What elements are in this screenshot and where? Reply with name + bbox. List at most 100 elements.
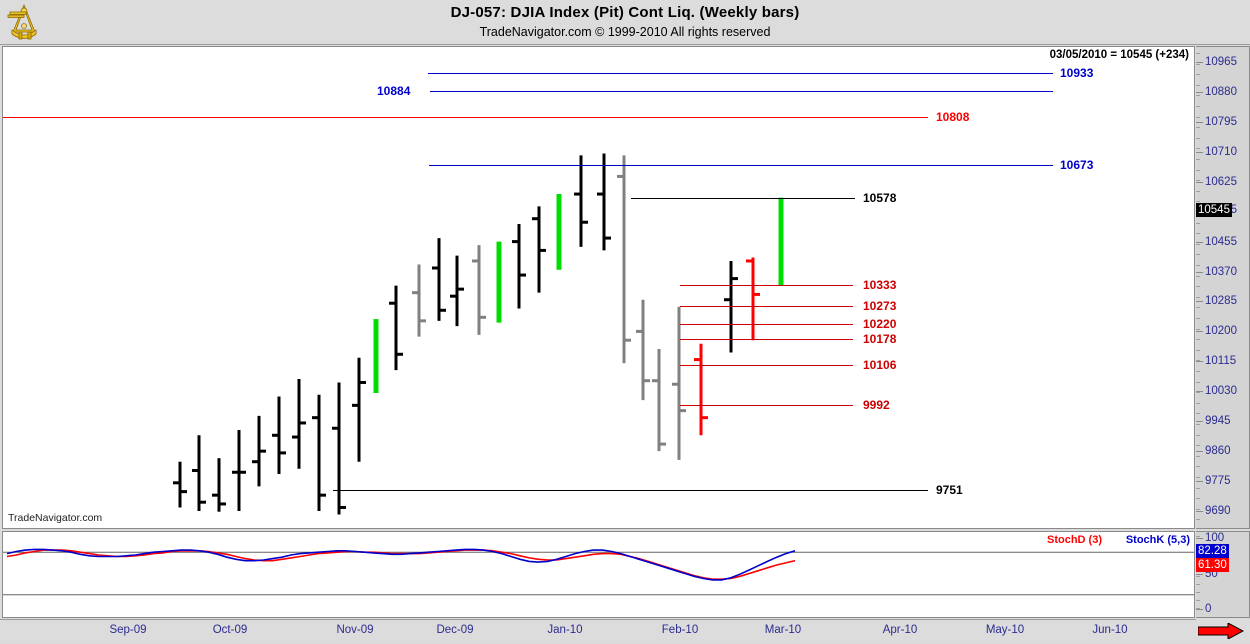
date-axis-label: May-10 <box>985 624 1025 636</box>
price-axis-tick <box>1196 181 1203 183</box>
ohlc-bar <box>472 245 486 335</box>
price-axis-tick <box>1196 361 1203 363</box>
price-axis-minor-tick <box>1196 138 1200 139</box>
ohlc-bar <box>724 260 738 353</box>
header-divider <box>0 44 1250 45</box>
watermark-label: TradeNavigator.com <box>8 512 103 524</box>
stochk-value-badge: 82.28 <box>1196 543 1229 558</box>
price-axis-label: 10965 <box>1205 56 1237 68</box>
stochastic-axis-minor-tick <box>1196 536 1200 537</box>
ohlc-bar <box>412 264 426 337</box>
price-axis-minor-tick <box>1196 254 1200 255</box>
price-axis-label: 10455 <box>1205 235 1237 248</box>
price-level-line[interactable] <box>680 404 853 406</box>
price-axis-label: 10880 <box>1205 85 1237 98</box>
stochastic-axis[interactable]: 100 50 0 82.28 61.30 <box>1196 531 1250 618</box>
ohlc-bar <box>332 382 346 515</box>
date-axis-label: Nov-09 <box>336 624 374 636</box>
price-level-label: 10178 <box>863 332 897 347</box>
price-axis-minor-tick <box>1196 286 1200 287</box>
price-level-label: 9751 <box>936 482 963 497</box>
price-chart-canvas: 10933 10884 10808 10673 10578 10333 10273 10220… <box>3 47 1194 528</box>
date-axis-label: Oct-09 <box>212 624 248 636</box>
price-level-line[interactable] <box>430 90 1053 92</box>
stochastic-axis-minor-tick <box>1196 584 1200 585</box>
price-axis-tick <box>1196 301 1203 303</box>
price-axis-minor-tick <box>1196 170 1200 171</box>
red-right-arrow-icon[interactable] <box>1197 622 1245 640</box>
copyright-subtitle: TradeNavigator.com © 1999-2010 All right… <box>479 25 771 39</box>
price-axis-minor-tick <box>1196 127 1200 128</box>
current-price-badge: 10545 <box>1196 202 1232 217</box>
price-axis-label: 10200 <box>1205 325 1237 338</box>
price-level-label: 10673 <box>1060 157 1094 172</box>
stochastic-axis-label: 100 <box>1205 532 1225 544</box>
price-level-label: 10808 <box>936 110 970 125</box>
price-level-line[interactable] <box>428 73 1053 75</box>
stochastic-axis-tick <box>1196 573 1203 575</box>
sextant-logo-icon <box>4 2 46 42</box>
ohlc-bar <box>574 155 588 247</box>
ohlc-bar <box>617 155 631 364</box>
price-axis-label: 10625 <box>1205 175 1237 188</box>
price-axis-minor-tick <box>1196 350 1200 351</box>
price-axis-minor-tick <box>1196 360 1200 361</box>
price-axis-minor-tick <box>1196 382 1200 383</box>
price-level-line[interactable] <box>680 284 853 286</box>
price-axis-tick <box>1196 241 1203 243</box>
price-axis-minor-tick <box>1196 180 1200 181</box>
price-level-line[interactable] <box>3 117 928 119</box>
stochastic-axis-minor-tick <box>1196 576 1200 577</box>
price-axis-minor-tick <box>1196 159 1200 160</box>
price-axis-minor-tick <box>1196 95 1200 96</box>
page-title: DJ-057: DJIA Index (Pit) Cont Liq. (Week… <box>450 4 800 21</box>
price-level-line[interactable] <box>680 339 853 341</box>
date-axis-label: Jun-10 <box>1092 624 1128 636</box>
price-axis-tick <box>1196 331 1203 333</box>
price-chart-panel[interactable]: 10933 10884 10808 10673 10578 10333 10273 10220… <box>2 46 1195 529</box>
stochastic-indicator-panel[interactable]: StochD (3) StochK (5,3) <box>2 531 1195 618</box>
price-axis-minor-tick <box>1196 339 1200 340</box>
ohlc-bar <box>232 430 246 511</box>
price-axis-minor-tick <box>1196 244 1200 245</box>
stochastic-canvas <box>3 532 1194 617</box>
date-axis[interactable]: Sep-09 Oct-09 Nov-09 Dec-09 Jan-10 Feb-10 Mar-… <box>0 619 1250 643</box>
price-level-line[interactable] <box>631 198 855 200</box>
date-axis-label: Sep-09 <box>109 624 147 636</box>
price-level-line[interactable] <box>333 489 928 491</box>
stochastic-axis-minor-tick <box>1196 608 1200 609</box>
price-axis-minor-tick <box>1196 276 1200 277</box>
date-axis-label: Jan-10 <box>547 624 583 636</box>
ohlc-bar <box>173 461 187 508</box>
date-axis-divider <box>0 619 1196 620</box>
price-axis-tick <box>1196 121 1203 123</box>
price-axis-minor-tick <box>1196 403 1200 404</box>
price-axis-label: 9860 <box>1205 445 1231 458</box>
price-axis-tick <box>1196 511 1203 512</box>
price-level-line[interactable] <box>680 364 853 366</box>
price-axis-tick <box>1196 391 1203 393</box>
stochastic-lines-layer <box>3 548 1194 596</box>
price-axis-minor-tick <box>1196 106 1200 107</box>
ohlc-bar <box>312 394 326 511</box>
price-axis-minor-tick <box>1196 223 1200 224</box>
price-axis-label: 10030 <box>1205 385 1237 398</box>
quote-readout: 03/05/2010 = 10545 (+234) <box>1049 49 1189 61</box>
price-axis-minor-tick <box>1196 307 1200 308</box>
price-axis[interactable]: 10965 10880 10795 10710 10625 10545 10455 10370… <box>1196 46 1250 529</box>
ohlc-bar <box>672 306 686 460</box>
stochastic-axis-minor-tick <box>1196 592 1200 593</box>
ohlc-bar <box>212 458 226 512</box>
price-level-line[interactable] <box>680 305 853 307</box>
legend-stochk: StochK (5,3) <box>1125 534 1190 546</box>
ohlc-bar <box>352 357 366 462</box>
price-axis-minor-tick <box>1196 445 1200 446</box>
price-axis-minor-tick <box>1196 392 1200 393</box>
ohlc-bar <box>252 415 266 487</box>
price-level-line[interactable] <box>429 164 1053 166</box>
ohlc-bar <box>450 255 464 327</box>
date-axis-label: Mar-10 <box>764 624 802 636</box>
price-axis-label: 10370 <box>1205 265 1237 278</box>
price-axis-minor-tick <box>1196 148 1200 149</box>
price-level-line[interactable] <box>680 324 853 326</box>
